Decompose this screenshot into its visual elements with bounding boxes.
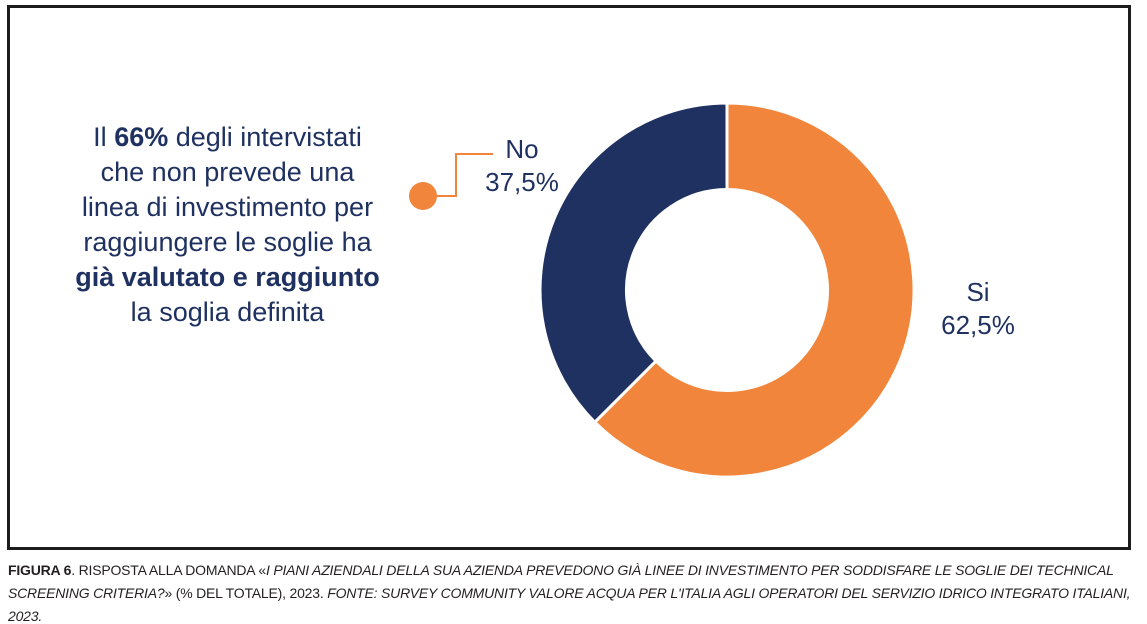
- figure-caption: FIGURA 6. RISPOSTA ALLA DOMANDA «I PIANI…: [8, 559, 1142, 624]
- annotation-line: la soglia definita: [130, 297, 325, 327]
- annotation-line: Il 66% degli intervistati: [70, 120, 385, 155]
- caption-question: I PIANI AZIENDALI DELLA SUA AZIENDA PREV…: [8, 562, 1114, 601]
- donut-segment-si: [593, 101, 916, 479]
- label-no-name: No: [505, 134, 539, 164]
- annotation-segment-bold: 66%: [114, 122, 169, 152]
- annotation-text: Il 66% degli intervistati che non preved…: [70, 120, 385, 330]
- annotation-segment-bold: già valutato e raggiunto: [75, 262, 380, 292]
- annotation-line: che non prevede una: [100, 157, 355, 187]
- leader-line-group: [409, 153, 493, 210]
- label-si-name: Si: [966, 277, 990, 307]
- donut-segment-no: [538, 101, 729, 424]
- donut-chart: [538, 101, 916, 479]
- annotation-segment: degli intervistati: [168, 122, 362, 152]
- leader-line: [423, 153, 493, 197]
- caption-text: » (% DEL TOTALE), 2023.: [164, 585, 328, 601]
- label-si: Si 62,5%: [918, 276, 1038, 342]
- annotation-line: raggiungere le soglie ha: [83, 227, 372, 257]
- caption-figure-number: FIGURA 6: [8, 562, 72, 578]
- leader-dot-icon: [409, 182, 437, 210]
- annotation-line: linea di investimento per: [81, 192, 374, 222]
- label-no-value: 37,5%: [485, 167, 559, 197]
- caption-source: FONTE: SURVEY COMMUNITY VALORE ACQUA PER…: [8, 585, 1131, 624]
- label-no: No 37,5%: [462, 133, 582, 199]
- caption-text: . RISPOSTA ALLA DOMANDA «: [71, 562, 266, 578]
- annotation-line: già valutato e raggiunto: [70, 260, 385, 295]
- label-si-value: 62,5%: [941, 310, 1015, 340]
- annotation-segment: Il: [93, 122, 115, 152]
